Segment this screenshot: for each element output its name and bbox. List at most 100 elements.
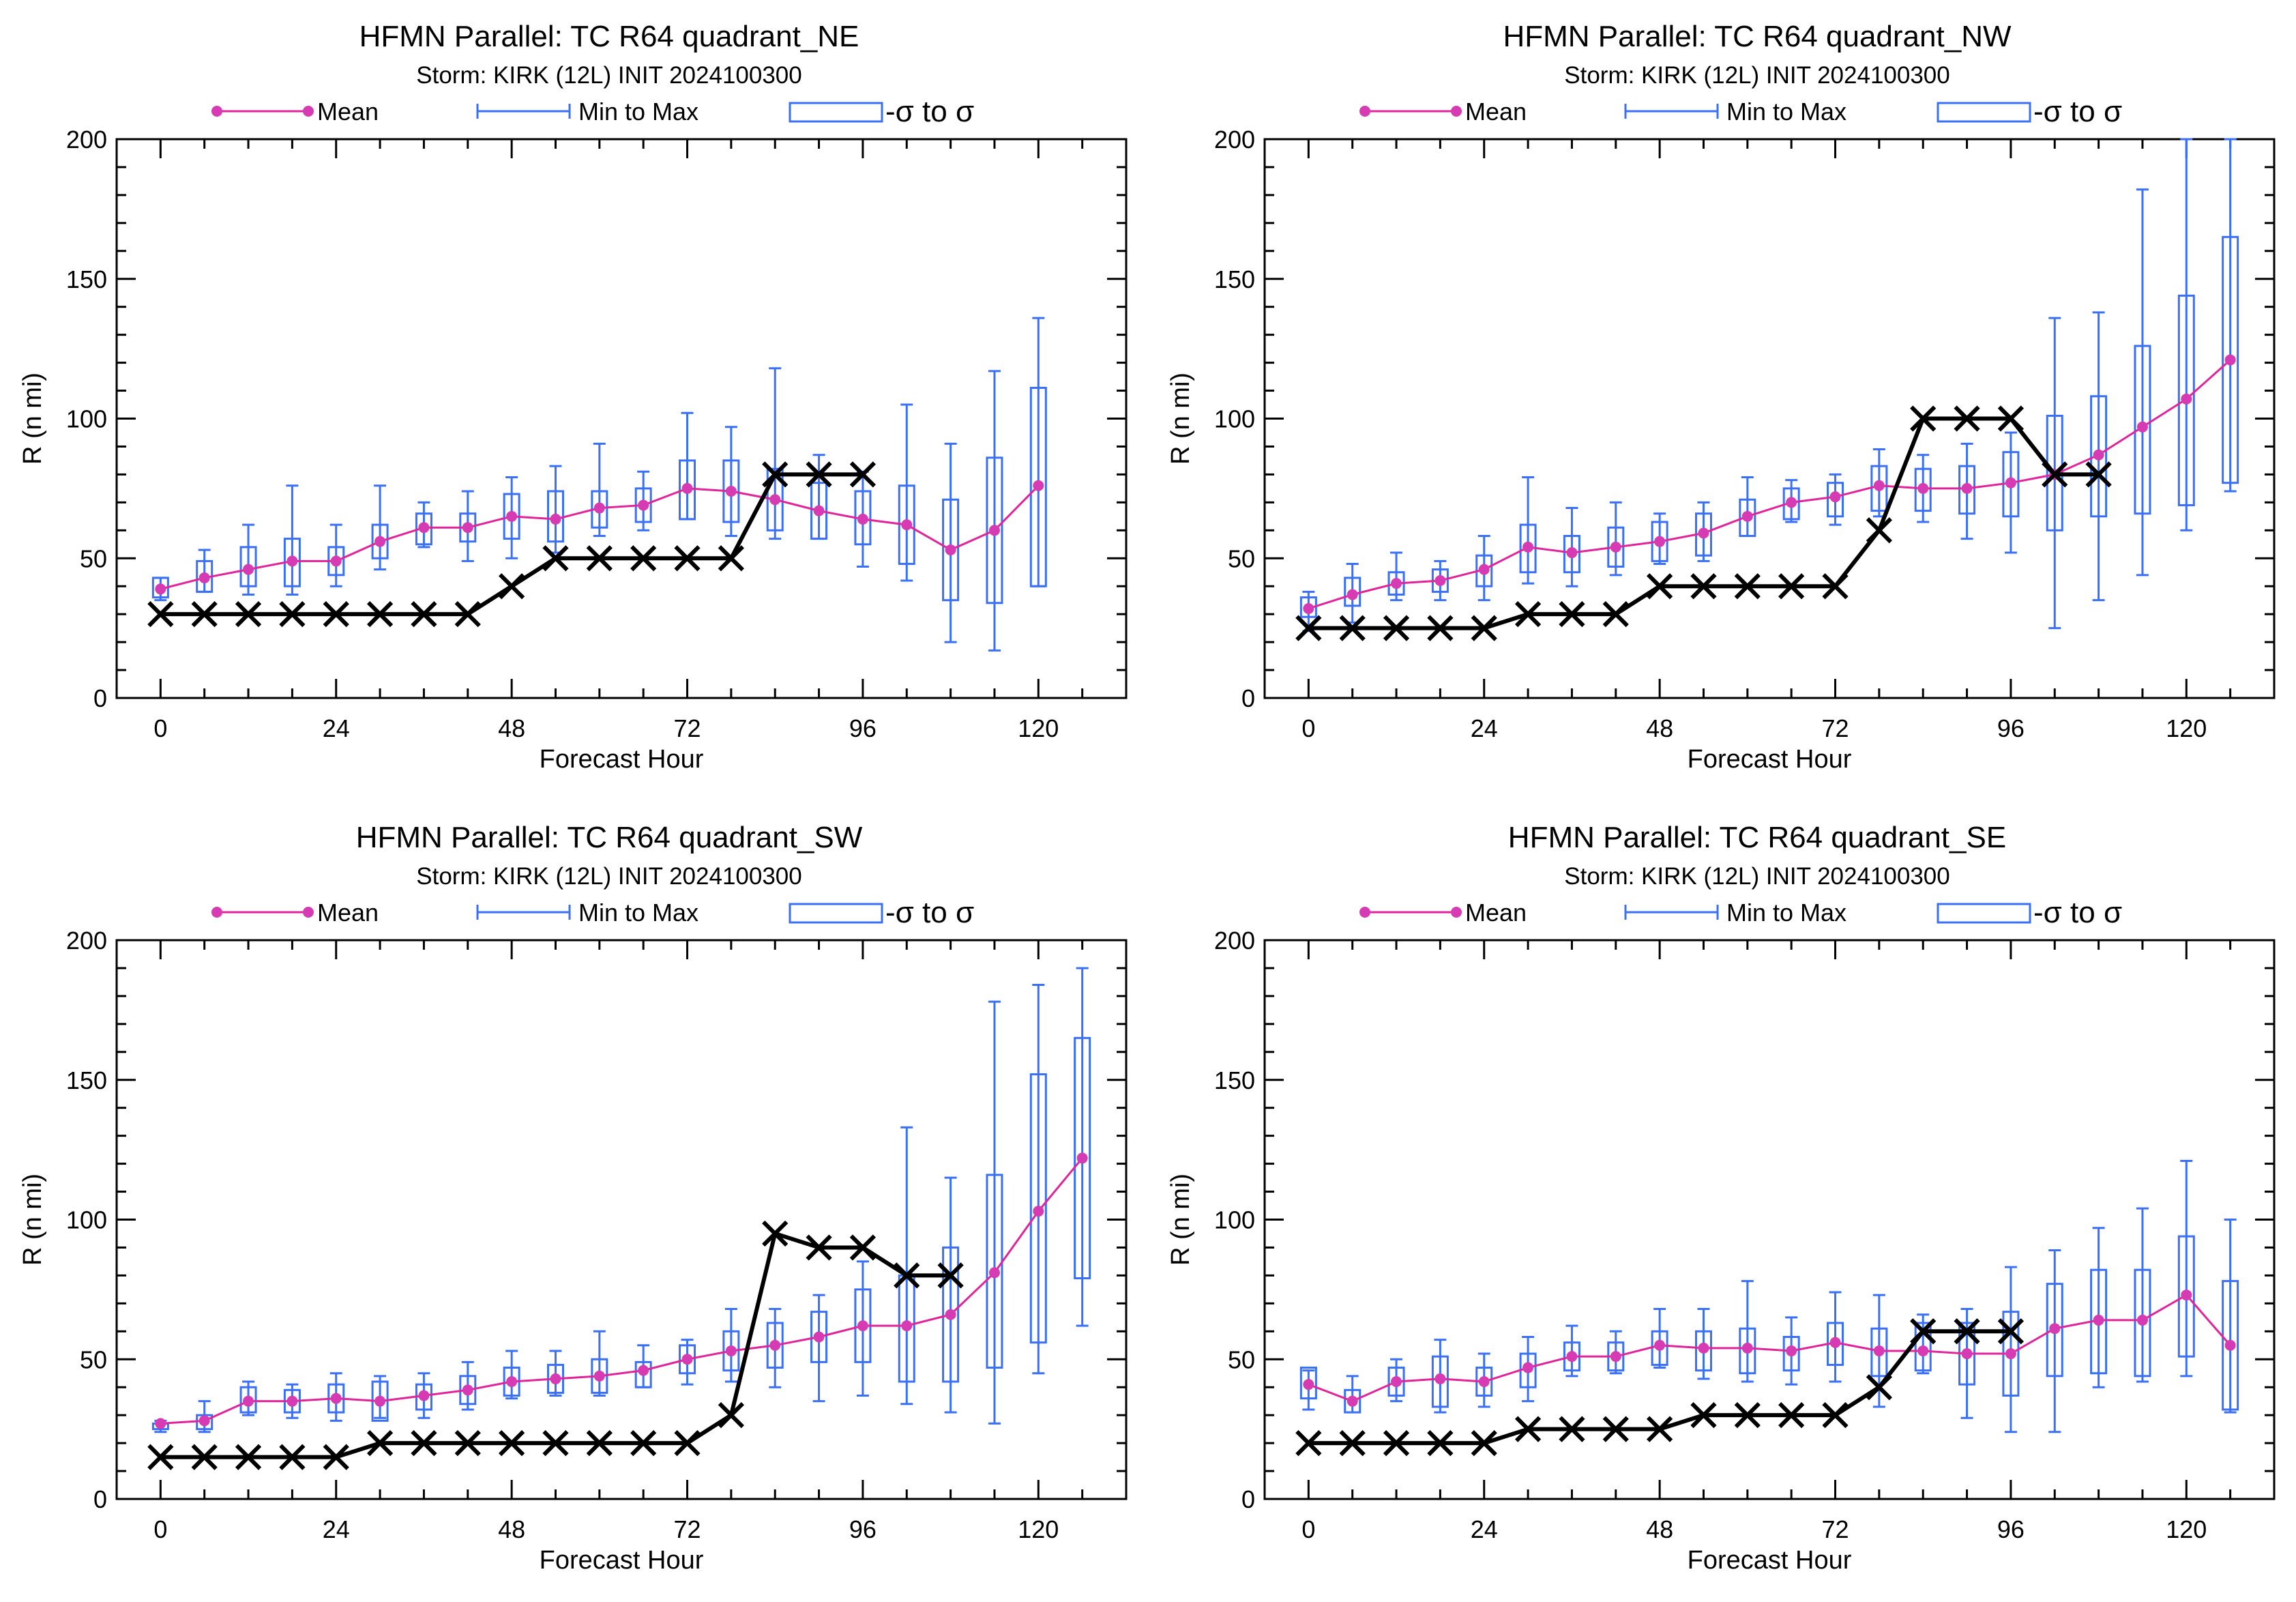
tc-point xyxy=(1910,1318,1937,1345)
tc-point xyxy=(454,1429,481,1457)
tc-point xyxy=(323,1444,349,1470)
tc-marker-stroke xyxy=(1647,1416,1673,1442)
tc-marker-stroke xyxy=(1514,1416,1542,1442)
legend-minmax-label: Min to Max xyxy=(578,899,698,927)
tc-point xyxy=(674,1429,701,1457)
tc-point xyxy=(806,1234,832,1261)
tc-point xyxy=(1602,601,1629,628)
x-axis-label: Forecast Hour xyxy=(540,1546,704,1575)
mean-point xyxy=(374,536,386,547)
mean-point xyxy=(725,485,737,497)
sigma-box xyxy=(1431,1355,1449,1408)
chart-title: HFMN Parallel: TC R64 quadrant_SW xyxy=(356,821,863,854)
legend: Mean Min to Max -σ to σ xyxy=(1359,896,2122,929)
mean-point xyxy=(1033,1206,1044,1217)
sigma-box xyxy=(1914,1322,1932,1372)
tc-marker-stroke xyxy=(499,1429,525,1457)
chart-subtitle: Storm: KIRK (12L) INIT 2024100300 xyxy=(1564,863,1950,890)
legend-sigma-label: -σ to σ xyxy=(885,95,974,128)
tc-point xyxy=(1339,615,1366,641)
legend-sigma-box xyxy=(789,903,883,924)
x-tick-label: 72 xyxy=(673,714,701,742)
y-tick-label: 50 xyxy=(1228,544,1255,572)
mean-point xyxy=(198,572,210,583)
mean-point xyxy=(2224,1339,2236,1351)
tc-point xyxy=(499,1429,525,1457)
mean-point xyxy=(2005,1348,2016,1360)
y-tick-label: 0 xyxy=(1241,684,1255,712)
tc-point xyxy=(1427,1429,1454,1457)
tc-marker-stroke xyxy=(1778,1402,1805,1429)
tc-point xyxy=(1690,573,1717,600)
tc-point xyxy=(454,601,481,628)
tc-point xyxy=(894,1262,920,1289)
legend-minmax-label: Min to Max xyxy=(1726,98,1846,126)
sigma-box xyxy=(1914,467,1932,512)
legend-mean-label: Mean xyxy=(1465,98,1527,126)
mean-point xyxy=(813,505,825,516)
tc-point xyxy=(1778,1402,1805,1429)
x-tick-label: 24 xyxy=(1471,714,1498,742)
tc-marker-stroke xyxy=(630,545,657,572)
mean-point xyxy=(330,1393,342,1404)
tc-point xyxy=(1427,615,1454,641)
mean-point xyxy=(2181,1290,2192,1301)
tc-point xyxy=(2085,461,2112,488)
mean-point xyxy=(1654,536,1666,547)
tc-marker-stroke xyxy=(806,461,832,488)
sigma-box xyxy=(2090,395,2108,518)
tc-marker-stroke xyxy=(366,1429,394,1457)
tc-point xyxy=(323,601,349,628)
y-tick-label: 150 xyxy=(66,1066,107,1094)
mean-point xyxy=(506,510,518,522)
mean-point xyxy=(901,1320,913,1332)
mean-point xyxy=(813,1331,825,1343)
x-tick-label: 72 xyxy=(1821,714,1849,742)
legend-sigma-label: -σ to σ xyxy=(2033,896,2122,929)
ensemble-spread xyxy=(1299,138,2239,632)
tc-marker-stroke xyxy=(849,1234,877,1261)
tc-marker-stroke xyxy=(235,1444,262,1470)
x-tick-label: 96 xyxy=(849,714,877,742)
tc-marker-stroke xyxy=(1383,615,1410,641)
tc-point xyxy=(191,1444,218,1470)
sigma-box xyxy=(766,467,784,531)
y-axis-label: R (n mi) xyxy=(18,373,47,465)
tc-marker-stroke xyxy=(1559,1416,1585,1442)
tc-marker-stroke xyxy=(1866,517,1892,544)
tc-marker-stroke xyxy=(323,601,349,628)
mean-point xyxy=(286,1395,298,1407)
tc-marker-stroke xyxy=(1910,1318,1937,1345)
y-axis-label: R (n mi) xyxy=(18,1174,47,1266)
mean-point xyxy=(857,513,868,525)
sigma-box xyxy=(1029,386,1047,587)
ensemble-spread xyxy=(1299,1160,2239,1433)
ensemble-spread xyxy=(151,967,1091,1433)
legend-mean-marker xyxy=(211,106,222,117)
sigma-box xyxy=(1782,1335,1800,1372)
mean-point xyxy=(462,522,473,534)
mean-point xyxy=(506,1376,518,1388)
ensemble-spread xyxy=(151,317,1047,652)
tc-point xyxy=(411,1429,437,1457)
x-tick-label: 24 xyxy=(1471,1515,1498,1543)
tc-point xyxy=(1997,1318,2025,1345)
legend-sigma-label: -σ to σ xyxy=(885,896,974,929)
sigma-box xyxy=(239,1386,257,1414)
plot-frame xyxy=(1263,138,2276,699)
mean-point xyxy=(2093,1314,2104,1326)
x-tick-label: 0 xyxy=(1301,1515,1315,1543)
y-tick-label: 200 xyxy=(1214,126,1255,154)
tc-marker-stroke xyxy=(1427,1429,1454,1457)
tc-marker-stroke xyxy=(630,1429,657,1457)
tc-point xyxy=(1602,1416,1629,1442)
tc-point xyxy=(806,461,832,488)
tc-marker-stroke xyxy=(1866,1374,1892,1401)
tc-marker-stroke xyxy=(235,601,262,628)
legend: Mean Min to Max -σ to σ xyxy=(1359,95,2122,128)
x-tick-label: 120 xyxy=(1018,714,1059,742)
tc-marker-stroke xyxy=(586,545,613,572)
tc-point xyxy=(586,545,613,572)
chart-panel: HFMN Parallel: TC R64 quadrant_NE Storm: … xyxy=(18,20,1128,774)
chart-panel: HFMN Parallel: TC R64 quadrant_NW Storm: … xyxy=(1166,20,2276,774)
